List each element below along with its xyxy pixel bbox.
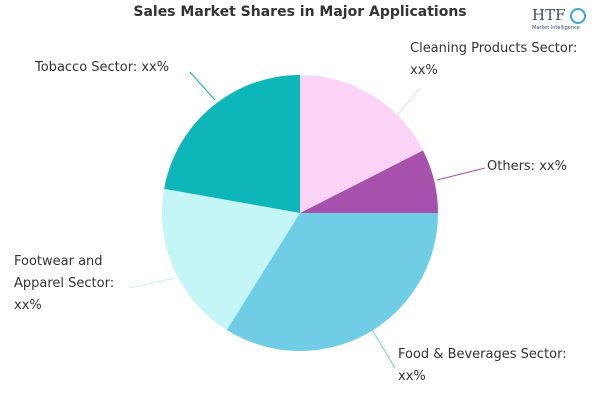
leader-line-cleaning-products (394, 87, 421, 119)
leader-line-others (436, 167, 486, 181)
label-tobacco: Tobacco Sector: xx% (35, 60, 170, 75)
leader-line-food-beverages (364, 317, 396, 369)
svg-text:HTF: HTF (532, 6, 566, 24)
htf-logo: HTF Market Intelligence (532, 6, 586, 31)
label-footwear-apparel: Footwear and Apparel Sector: xx% (14, 254, 115, 313)
svg-text:Market Intelligence: Market Intelligence (532, 25, 580, 31)
leader-line-tobacco (189, 71, 216, 101)
slice-footwear-apparel (162, 188, 300, 330)
slice-others (300, 150, 438, 213)
label-cleaning-products: Cleaning Products Sector: xx% (410, 41, 578, 78)
slice-tobacco (164, 75, 300, 213)
label-others: Others: xx% (487, 159, 567, 174)
slice-food-beverages (226, 213, 438, 351)
slice-cleaning-products (300, 75, 423, 213)
label-food-beverages: Food & Beverages Sector: xx% (398, 347, 567, 384)
leader-line-footwear-apparel (129, 277, 176, 289)
chart-title: Sales Market Shares in Major Application… (133, 4, 467, 20)
